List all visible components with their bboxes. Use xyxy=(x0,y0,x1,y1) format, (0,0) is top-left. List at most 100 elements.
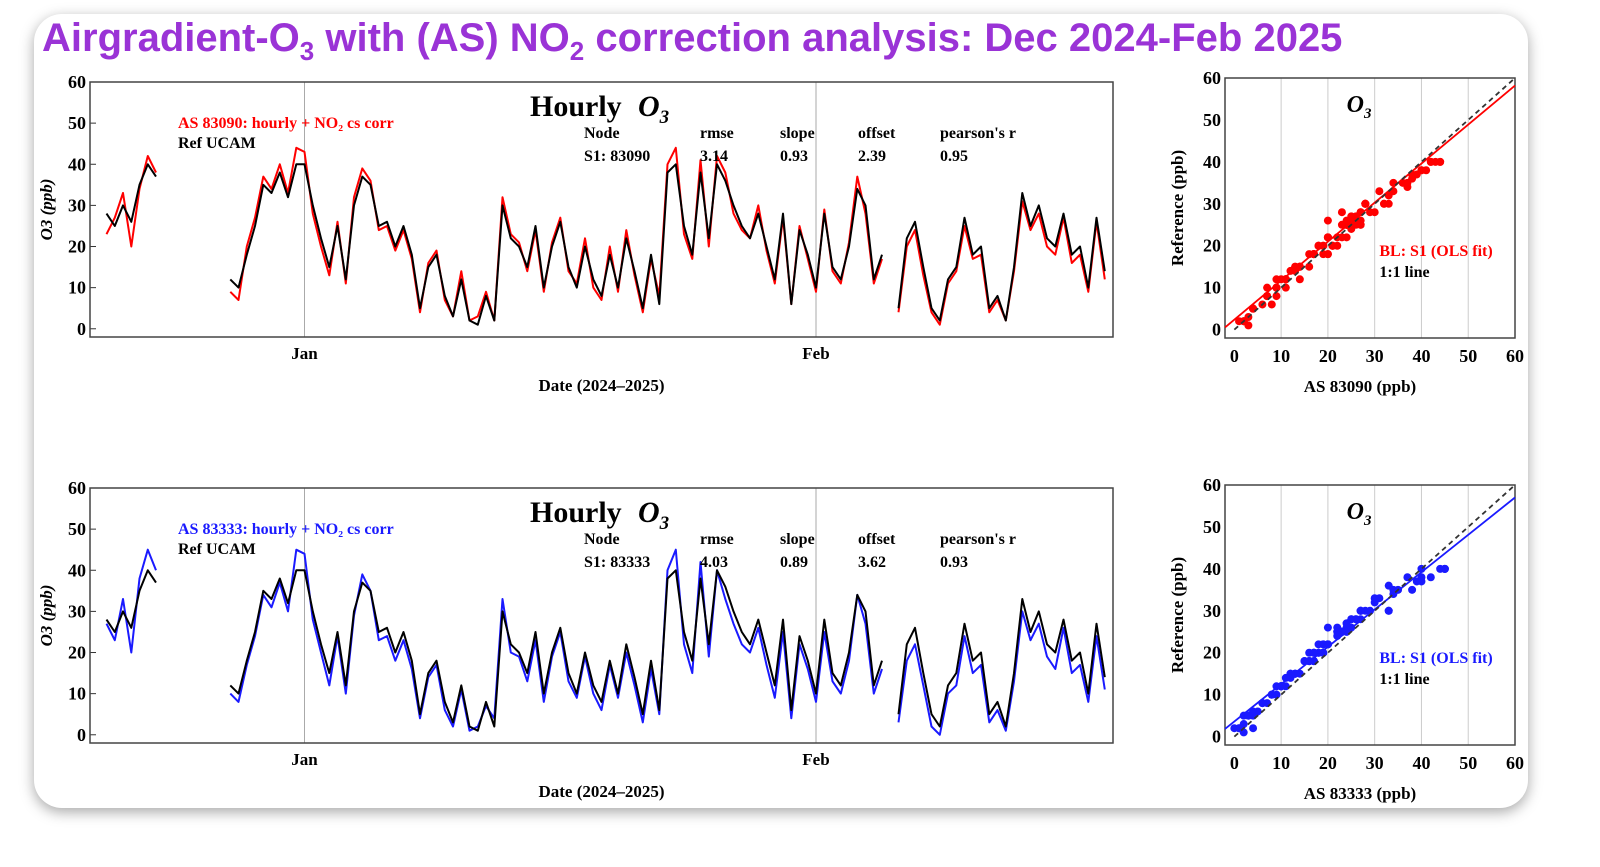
scatter-point xyxy=(1384,581,1393,590)
scatter-point xyxy=(1267,300,1276,309)
scatter-point xyxy=(1408,174,1417,183)
x-tick-label: Feb xyxy=(802,344,829,363)
x-tick-label: Jan xyxy=(291,344,318,363)
y-tick-label: 40 xyxy=(1203,559,1221,579)
chart-title-o3: O3 xyxy=(638,496,669,534)
y-tick-label: 40 xyxy=(1203,152,1221,172)
plot-frame xyxy=(89,487,1114,744)
x-axis-label: AS 83333 (ppb) xyxy=(1304,784,1416,803)
x-tick-label: 40 xyxy=(1412,753,1430,773)
legend-reference: Ref UCAM xyxy=(178,135,256,152)
stats-value: 3.62 xyxy=(858,554,886,571)
stats-value: 3.14 xyxy=(700,148,728,165)
scatter-point xyxy=(1295,275,1304,284)
scatter-point xyxy=(1417,573,1426,582)
stats-header: pearson's r xyxy=(940,531,1016,548)
scatter-point xyxy=(1309,648,1318,657)
x-tick-label: 40 xyxy=(1412,346,1430,366)
stats-value: S1: 83090 xyxy=(584,148,650,165)
x-tick-label: 20 xyxy=(1319,753,1337,773)
stats-value: 4.03 xyxy=(700,554,728,571)
y-tick-label: 10 xyxy=(68,684,86,704)
y-tick-label: 40 xyxy=(68,154,86,174)
ols-fit-line xyxy=(1224,84,1516,329)
scatter-point xyxy=(1384,606,1393,615)
y-tick-label: 60 xyxy=(1203,475,1221,495)
ols-fit-line xyxy=(1224,496,1516,730)
y-tick-label: 20 xyxy=(1203,236,1221,256)
stats-header: rmse xyxy=(700,531,734,548)
scatter-point xyxy=(1403,183,1412,192)
x-tick-label: 60 xyxy=(1506,346,1524,366)
y-tick-label: 10 xyxy=(1203,278,1221,298)
scatter-point xyxy=(1366,606,1374,615)
stats-header: Node xyxy=(584,531,620,548)
legend-one-to-one: 1:1 line xyxy=(1379,264,1429,281)
x-axis-label: AS 83090 (ppb) xyxy=(1304,377,1416,396)
y-tick-label: 60 xyxy=(68,72,86,92)
scatter-point xyxy=(1370,594,1379,603)
x-tick-label: 10 xyxy=(1272,753,1290,773)
y-tick-label: 60 xyxy=(1203,68,1221,88)
scatter-point xyxy=(1440,564,1449,573)
slide-title: Airgradient-O3 with (AS) NO2 correction … xyxy=(42,16,1342,67)
series-line-sensor xyxy=(105,548,1106,736)
legend-one-to-one: 1:1 line xyxy=(1379,671,1429,688)
y-tick-label: 20 xyxy=(1203,643,1221,663)
y-tick-label: 10 xyxy=(1203,685,1221,705)
title-part: correction analysis: Dec 2024-Feb 2025 xyxy=(584,16,1343,60)
chart-title: Hourly xyxy=(530,496,622,529)
x-tick-label: 10 xyxy=(1272,346,1290,366)
scatter-point xyxy=(1361,199,1370,208)
scatter-point xyxy=(1436,157,1445,166)
stats-header: rmse xyxy=(700,125,734,142)
plot-frame xyxy=(1224,77,1516,339)
x-tick-label: 30 xyxy=(1366,753,1384,773)
stats-header: offset xyxy=(858,125,896,142)
title-part: with (AS) NO xyxy=(314,16,570,60)
legend-sensor: AS 83333: hourly + NO₂ cs corr xyxy=(178,521,394,538)
y-tick-label: 60 xyxy=(68,478,86,498)
scatter-point xyxy=(1337,208,1346,217)
stats-value: 0.93 xyxy=(940,554,968,571)
scatter-point xyxy=(1272,292,1281,301)
scatter-point xyxy=(1408,585,1417,594)
scatter-chart-2: 00 10 10 20 20 30 30 40 40 50 50 60 60 O3 BL: S1 (OLS … xyxy=(1168,475,1524,803)
line-chart-1: Jan Feb 0 10 20 30 40 50 60 Hourly O3 AS 83090: ho… xyxy=(37,72,1114,395)
scatter-title: O3 xyxy=(1347,499,1372,529)
scatter-point xyxy=(1286,266,1295,275)
scatter-point xyxy=(1375,187,1384,196)
scatter-point xyxy=(1319,640,1328,649)
y-tick-label: 0 xyxy=(1212,727,1221,747)
y-tick-label: 50 xyxy=(68,113,86,133)
legend-sensor: AS 83090: hourly + NO₂ cs corr xyxy=(178,115,394,132)
stats-value: 2.39 xyxy=(858,148,886,165)
x-axis-label: Date (2024–2025) xyxy=(538,376,664,395)
chart-title-o3: O3 xyxy=(638,90,669,128)
legend-ols-fit: BL: S1 (OLS fit) xyxy=(1379,243,1492,260)
y-tick-label: 50 xyxy=(1203,110,1221,130)
x-axis-label: Date (2024–2025) xyxy=(538,782,664,801)
title-subscript: 2 xyxy=(569,36,585,66)
y-axis-label: Reference (ppb) xyxy=(1168,150,1187,266)
x-tick-label: Jan xyxy=(291,750,318,769)
scatter-point xyxy=(1342,619,1351,628)
scatter-point xyxy=(1323,623,1332,632)
scatter-title: O3 xyxy=(1347,92,1372,122)
x-tick-label: 50 xyxy=(1459,346,1477,366)
x-tick-label: 50 xyxy=(1459,753,1477,773)
scatter-point xyxy=(1305,262,1314,271)
x-tick-label: 20 xyxy=(1319,346,1337,366)
y-tick-label: 30 xyxy=(1203,194,1221,214)
slide-card xyxy=(34,14,1528,808)
legend-ols-fit: BL: S1 (OLS fit) xyxy=(1379,650,1492,667)
y-tick-label: 0 xyxy=(1212,320,1221,340)
scatter-point xyxy=(1323,216,1332,225)
scatter-point xyxy=(1356,606,1365,615)
stats-value: 0.93 xyxy=(780,148,808,165)
y-axis-label: O3 (ppb) xyxy=(37,585,56,647)
scatter-point xyxy=(1351,615,1360,624)
scatter-point xyxy=(1323,250,1332,259)
scatter-point xyxy=(1244,711,1253,720)
